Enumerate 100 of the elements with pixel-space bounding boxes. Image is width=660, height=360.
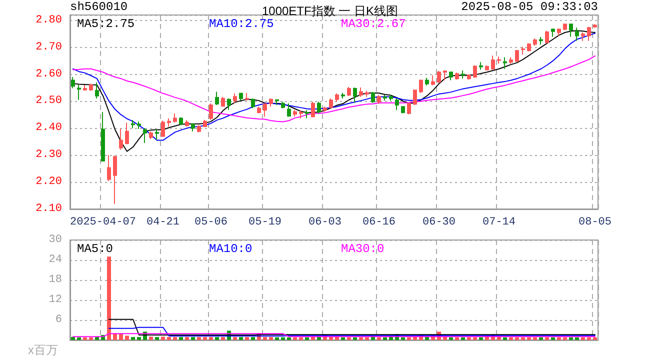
bar: [467, 337, 471, 340]
bar: [77, 337, 81, 340]
bar: [155, 337, 159, 340]
bar: [131, 337, 135, 340]
chart-title: 1000ETF指数 一 日K线图: [262, 4, 398, 18]
candlestick: [179, 116, 183, 126]
x-tick-label: 06-03: [308, 216, 342, 228]
candlestick: [551, 28, 555, 38]
bar: [89, 337, 93, 340]
y-tick-label: 18: [48, 274, 62, 286]
y-tick-label: 2.20: [36, 176, 62, 188]
bar: [203, 337, 207, 340]
candlestick: [593, 24, 597, 28]
candlestick: [449, 72, 453, 81]
candlestick: [269, 98, 273, 108]
y-tick-label: 2.70: [36, 41, 62, 54]
y-tick-label: 30: [48, 234, 62, 246]
bar: [239, 337, 243, 340]
bar: [545, 337, 549, 340]
bar: [107, 256, 111, 340]
bar: [293, 337, 297, 340]
y-tick-label: 2.10: [36, 203, 62, 215]
candlestick: [71, 76, 75, 89]
text: MA10:2.75: [209, 17, 274, 31]
candlestick: [407, 102, 411, 115]
y-tick-label: 2.80: [36, 14, 62, 26]
candlestick: [581, 32, 585, 42]
candlestick: [479, 62, 483, 70]
candlestick: [365, 90, 369, 98]
bar: [587, 337, 591, 340]
bar: [353, 337, 357, 340]
bar: [497, 337, 501, 340]
candlestick: [569, 23, 573, 38]
candlestick: [413, 89, 417, 106]
bar: [95, 337, 99, 340]
candlestick: [527, 42, 531, 52]
candlestick: [227, 98, 231, 110]
line-series: [108, 326, 596, 336]
bar: [125, 336, 129, 340]
candlestick: [359, 86, 363, 98]
candlestick: [161, 120, 165, 138]
bar: [299, 337, 303, 340]
x-tick-label: 04-21: [146, 216, 180, 228]
candlestick: [545, 30, 549, 44]
candlestick: [95, 82, 99, 100]
y-tick-label: 6: [55, 314, 62, 326]
bar: [197, 337, 201, 340]
bar: [401, 337, 405, 340]
bar: [173, 337, 177, 340]
bar: [557, 337, 561, 340]
candlestick: [167, 118, 171, 128]
bar: [365, 337, 369, 340]
candlestick: [239, 92, 243, 102]
candlestick: [197, 124, 201, 133]
text: sh560010: [70, 0, 128, 14]
x-tick-label: 08-05: [578, 216, 612, 228]
candlestick: [371, 92, 375, 104]
candlestick: [101, 112, 105, 162]
candlestick: [257, 106, 261, 114]
candlestick: [335, 92, 339, 102]
candlestick: [485, 64, 489, 72]
bar: [311, 337, 315, 340]
candlestick: [539, 36, 543, 46]
candlestick: [419, 79, 423, 94]
candlestick: [185, 120, 189, 128]
candlestick: [245, 92, 249, 102]
candlestick: [209, 102, 213, 120]
candlestick: [221, 96, 225, 108]
candlestick: [521, 46, 525, 56]
y-tick-label: 2.30: [36, 149, 62, 162]
bar: [527, 337, 531, 340]
candlestick: [203, 119, 207, 128]
candlestick: [173, 112, 177, 124]
candlestick: [473, 64, 477, 78]
candlestick: [401, 106, 405, 114]
x-tick-label: 06-30: [422, 216, 456, 228]
bar: [509, 337, 513, 340]
candlestick: [137, 120, 141, 130]
bar: [455, 337, 459, 340]
bar: [275, 337, 279, 340]
candlestick: [251, 98, 255, 109]
candlestick: [353, 86, 357, 104]
x-tick-label: 07-14: [482, 216, 516, 228]
candlestick: [533, 38, 537, 46]
candlestick: [389, 94, 393, 102]
bar: [167, 337, 171, 340]
bar: [149, 336, 153, 340]
candlestick: [113, 155, 117, 204]
text: MA5:2.75: [77, 17, 135, 31]
candlestick: [275, 98, 279, 106]
text: MA30:0: [341, 242, 384, 256]
candlestick: [299, 110, 303, 119]
x-tick-label: 05-06: [194, 216, 228, 228]
bar: [359, 337, 363, 340]
candlestick: [383, 94, 387, 102]
candlestick: [143, 128, 147, 144]
y-axis-title: x百万: [28, 343, 58, 357]
bar: [347, 337, 351, 340]
candlestick: [563, 23, 567, 31]
bar: [569, 337, 573, 340]
